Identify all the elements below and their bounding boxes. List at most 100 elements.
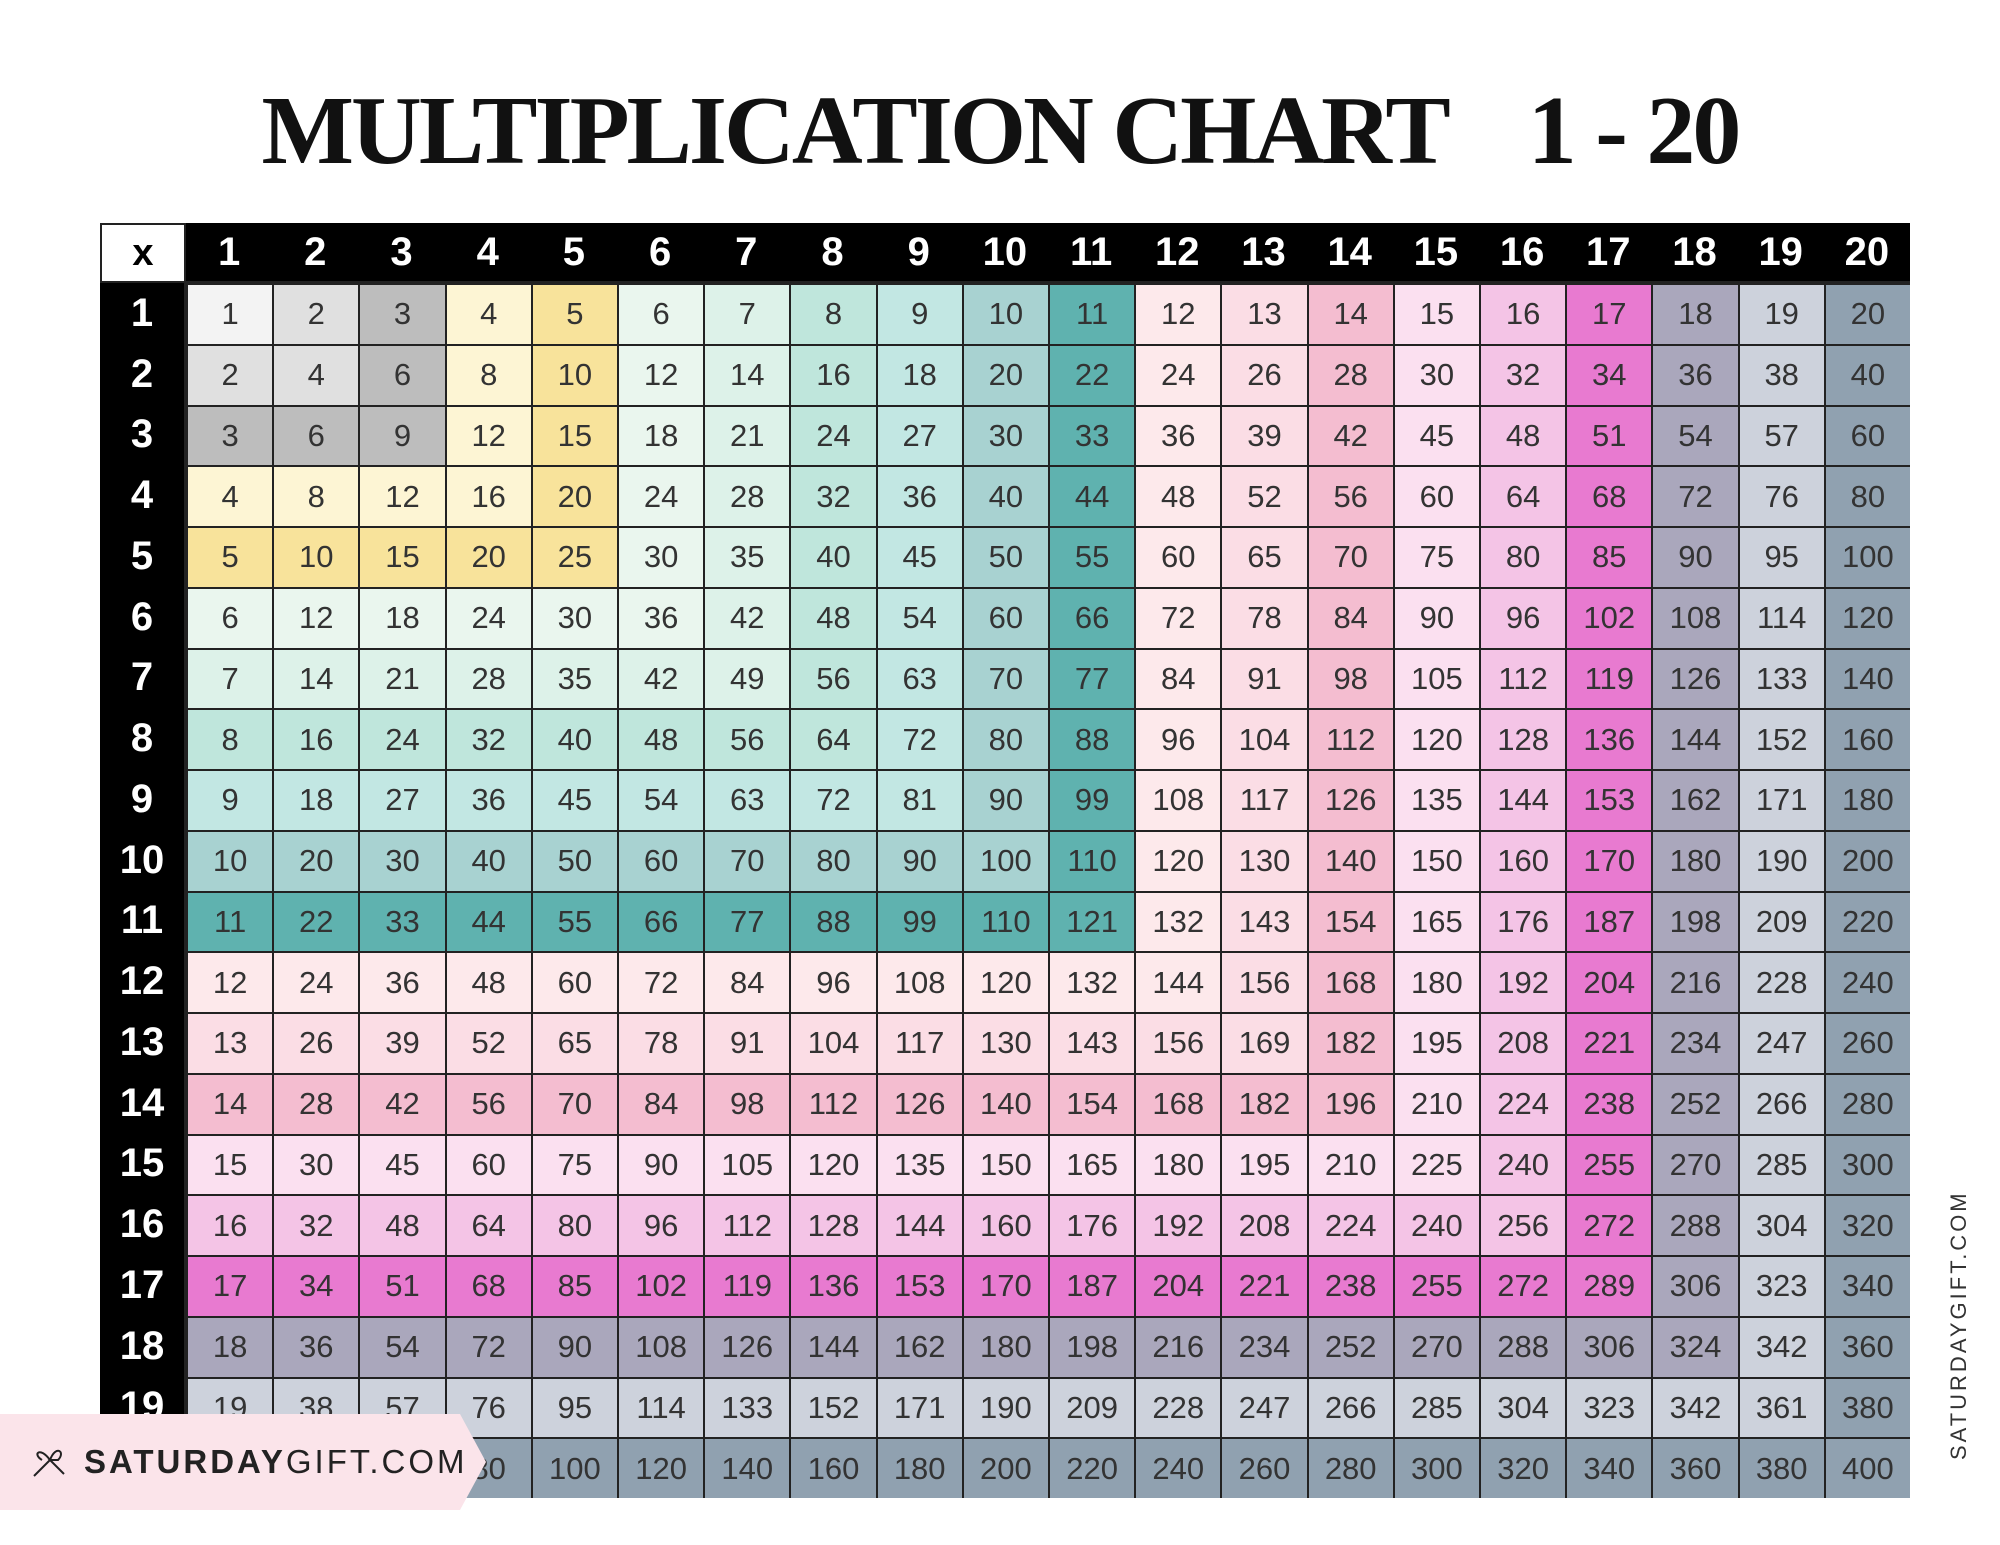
product-cell: 51 — [1567, 406, 1652, 466]
product-cell: 380 — [1825, 1378, 1910, 1438]
product-cell: 20 — [446, 528, 531, 587]
product-cell: 52 — [446, 1014, 531, 1073]
product-cell: 66 — [619, 892, 704, 952]
product-cell: 56 — [446, 1074, 531, 1134]
product-cell: 36 — [1653, 345, 1738, 405]
product-cell: 135 — [1394, 771, 1479, 830]
product-cell: 10 — [963, 285, 1048, 344]
product-cell: 95 — [532, 1378, 617, 1438]
product-cell: 256 — [1481, 1196, 1566, 1255]
product-cell: 72 — [791, 771, 876, 830]
product-cell: 121 — [1050, 892, 1135, 952]
product-cell: 15 — [360, 528, 445, 587]
product-cell: 128 — [1481, 710, 1566, 769]
product-cell: 20 — [532, 467, 617, 526]
product-cell: 144 — [791, 1317, 876, 1377]
product-cell: 42 — [705, 588, 790, 648]
product-cell: 187 — [1050, 1257, 1135, 1316]
column-header: 10 — [961, 223, 1048, 281]
product-cell: 44 — [1050, 467, 1135, 526]
product-cell: 240 — [1481, 1135, 1566, 1195]
product-cell: 22 — [274, 892, 359, 952]
product-cell: 70 — [532, 1074, 617, 1134]
product-cell: 234 — [1222, 1317, 1307, 1377]
product-cell: 221 — [1567, 1014, 1652, 1073]
product-cell: 95 — [1739, 528, 1824, 587]
product-cell: 54 — [619, 771, 704, 830]
row-header: 7 — [100, 647, 184, 709]
product-cell: 156 — [1136, 1014, 1221, 1073]
product-cell: 140 — [1308, 831, 1393, 891]
product-cell: 285 — [1739, 1135, 1824, 1195]
product-cell: 176 — [1050, 1196, 1135, 1255]
product-cell: 54 — [360, 1317, 445, 1377]
product-cell: 42 — [619, 649, 704, 709]
product-cell: 12 — [274, 588, 359, 648]
product-cell: 120 — [963, 953, 1048, 1012]
product-cell: 18 — [188, 1317, 273, 1377]
product-cell: 140 — [963, 1074, 1048, 1134]
product-cell: 162 — [877, 1317, 962, 1377]
column-header: 9 — [875, 223, 962, 281]
product-cell: 340 — [1825, 1257, 1910, 1316]
product-cell: 169 — [1222, 1014, 1307, 1073]
product-cell: 270 — [1394, 1317, 1479, 1377]
product-cell: 55 — [1050, 528, 1135, 587]
product-cell: 64 — [446, 1196, 531, 1255]
product-cell: 68 — [446, 1257, 531, 1316]
row-header: 8 — [100, 708, 184, 769]
product-cell: 40 — [446, 831, 531, 891]
row-header: 18 — [100, 1315, 184, 1377]
product-cell: 266 — [1739, 1074, 1824, 1134]
column-header: 19 — [1737, 223, 1824, 281]
product-cell: 16 — [188, 1196, 273, 1255]
product-cell: 38 — [1739, 345, 1824, 405]
product-cell: 187 — [1567, 892, 1652, 952]
product-cell: 70 — [1308, 528, 1393, 587]
product-cell: 12 — [360, 467, 445, 526]
product-cell: 48 — [446, 953, 531, 1012]
product-cell: 77 — [705, 892, 790, 952]
logo-bold: SATURDAY — [84, 1443, 286, 1480]
product-cell: 19 — [1739, 285, 1824, 344]
product-cell: 10 — [532, 345, 617, 405]
product-cell: 13 — [1222, 285, 1307, 344]
product-cell: 240 — [1136, 1439, 1221, 1498]
product-cell: 85 — [532, 1257, 617, 1316]
row-header: 15 — [100, 1133, 184, 1195]
product-cell: 96 — [619, 1196, 704, 1255]
product-cell: 204 — [1567, 953, 1652, 1012]
product-cell: 44 — [446, 892, 531, 952]
product-cell: 117 — [1222, 771, 1307, 830]
product-cell: 81 — [877, 771, 962, 830]
product-cell: 34 — [1567, 345, 1652, 405]
column-header: 4 — [444, 223, 531, 281]
product-cell: 16 — [446, 467, 531, 526]
column-header: 7 — [703, 223, 790, 281]
product-cell: 136 — [791, 1257, 876, 1316]
product-cell: 14 — [1308, 285, 1393, 344]
product-cell: 60 — [1394, 467, 1479, 526]
product-cell: 45 — [1394, 406, 1479, 466]
product-cell: 160 — [791, 1439, 876, 1498]
product-cell: 72 — [619, 953, 704, 1012]
logo-watermark: SATURDAY GIFT.COM — [0, 1414, 486, 1510]
product-cell: 228 — [1739, 953, 1824, 1012]
product-cell: 40 — [791, 528, 876, 587]
column-header: 16 — [1479, 223, 1566, 281]
product-cell: 24 — [360, 710, 445, 769]
product-cell: 195 — [1222, 1135, 1307, 1195]
product-cell: 192 — [1481, 953, 1566, 1012]
product-cell: 280 — [1308, 1439, 1393, 1498]
product-cell: 26 — [1222, 345, 1307, 405]
product-cell: 154 — [1050, 1074, 1135, 1134]
product-cell: 84 — [1136, 649, 1221, 709]
product-cell: 208 — [1222, 1196, 1307, 1255]
product-cell: 200 — [963, 1439, 1048, 1498]
product-cell: 17 — [1567, 285, 1652, 344]
product-cell: 266 — [1308, 1378, 1393, 1438]
product-cell: 200 — [1825, 831, 1910, 891]
product-cell: 28 — [705, 467, 790, 526]
product-cell: 6 — [360, 345, 445, 405]
product-cell: 88 — [1050, 710, 1135, 769]
